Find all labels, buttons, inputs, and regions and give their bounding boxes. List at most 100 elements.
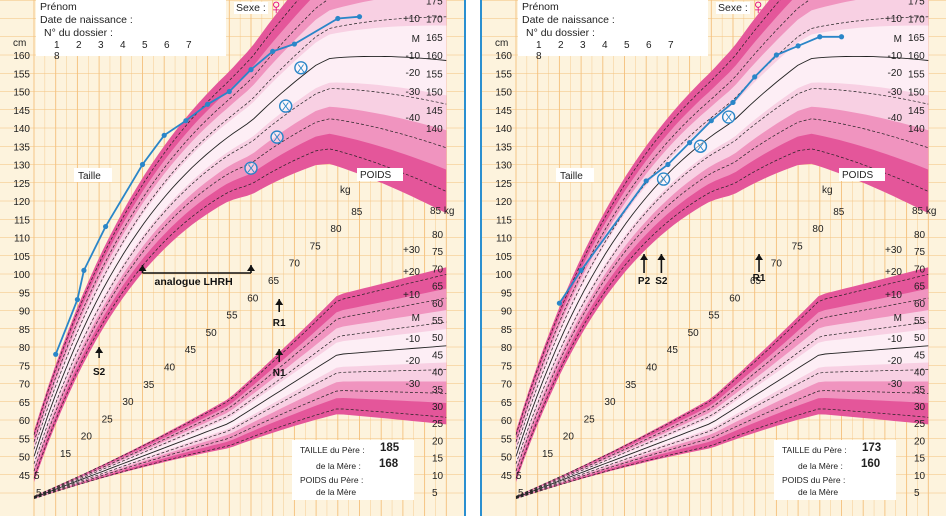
arrow-lhrh-start-head xyxy=(138,265,147,271)
tick-label-height-right: 170 xyxy=(426,15,443,26)
mother-height-label: de la Mère : xyxy=(316,461,361,471)
tick-label-height: 145 xyxy=(495,106,512,117)
weight-sd-curve xyxy=(33,408,447,500)
height-sd-curve xyxy=(33,148,447,479)
tick-label-weight-right: 60 xyxy=(432,299,444,310)
num: 3 xyxy=(580,40,586,51)
axis-unit-cm: cm xyxy=(495,38,508,49)
height-sd-curve xyxy=(515,0,781,435)
tick-label-weight-right: 55 xyxy=(914,316,926,327)
tick-label-height: 120 xyxy=(13,197,30,208)
tick-label-height: 85 xyxy=(19,325,31,336)
sex-label: Sexe : xyxy=(234,2,268,14)
tick-label-weight-diag: 80 xyxy=(812,224,824,235)
tick-label-weight-right: 10 xyxy=(432,471,444,482)
tick-label-weight-diag: 45 xyxy=(185,345,197,356)
tick-label-weight-diag: 50 xyxy=(206,328,218,339)
arrow-p2-head xyxy=(640,254,649,260)
tick-label-weight-right: 15 xyxy=(432,454,444,465)
prenom-label: Prénom xyxy=(40,1,77,13)
tick-label-height: 125 xyxy=(495,179,512,190)
series-point xyxy=(335,15,341,22)
tick-label-height: 45 xyxy=(19,471,31,482)
tick-label-height: 115 xyxy=(496,215,512,226)
tick-label-height: 105 xyxy=(495,252,512,263)
tick-label-weight-right: 40 xyxy=(914,368,926,379)
tick-label-height: 150 xyxy=(13,88,30,99)
tick-label-weight-right: 80 xyxy=(914,230,926,241)
chart-svg: cm16015515014514013513012512011511010510… xyxy=(482,0,946,516)
weight-sd-curve xyxy=(515,390,929,499)
tick-label-weight-right: 80 xyxy=(432,230,444,241)
tick-label-weight-right: 20 xyxy=(914,436,926,447)
tick-label-height: 140 xyxy=(13,124,30,135)
tick-label-height: 160 xyxy=(13,51,30,62)
series-point xyxy=(139,161,146,168)
series-point xyxy=(752,74,758,80)
prenom-label: Prénom xyxy=(522,1,559,13)
series-point xyxy=(556,300,562,306)
growth-chart-left: cm 160 155 150 145 140 135 130 125 120 115 110 105 10… xyxy=(0,0,464,516)
tick-label-height-right: 165 xyxy=(426,33,443,44)
annotation-s2: S2 xyxy=(655,276,668,287)
tick-label-height: 90 xyxy=(19,307,31,318)
num: 5 xyxy=(142,40,148,51)
num: 7 xyxy=(668,40,674,51)
tick-label-height: 140 xyxy=(495,124,512,135)
tick-label-height: 55 xyxy=(19,434,31,445)
sd-label-height: +20 xyxy=(885,0,902,1)
num: 2 xyxy=(558,40,564,51)
series-point xyxy=(226,88,232,95)
series-point xyxy=(773,52,779,58)
weight-sd-curve xyxy=(515,369,929,499)
annotation-r1: R1 xyxy=(753,273,766,284)
tick-label-weight-right: 60 xyxy=(914,299,926,310)
weight-sd-band xyxy=(34,329,447,498)
sd-label-weight: +20 xyxy=(885,267,902,278)
label-bg xyxy=(556,168,594,182)
tick-label-height: 80 xyxy=(501,343,513,354)
tick-label-weight-diag: 35 xyxy=(625,380,637,391)
tick-label-weight-diag: 20 xyxy=(563,432,575,443)
tick-label-weight: 5 xyxy=(518,488,524,499)
tick-label-weight-right: 25 xyxy=(914,419,926,430)
height-sd-band xyxy=(516,0,929,475)
tick-label-height: 45 xyxy=(501,471,513,482)
tick-label-height: 150 xyxy=(495,88,512,99)
series-point xyxy=(687,140,693,146)
tick-label-height: 65 xyxy=(19,398,31,409)
series-point xyxy=(817,34,823,40)
num: 4 xyxy=(120,40,126,51)
tick-label-weight-right: 55 xyxy=(432,316,444,327)
tick-label-weight-diag: 30 xyxy=(122,397,134,408)
num: 4 xyxy=(602,40,608,51)
sd-label-height: +10 xyxy=(403,14,420,25)
tick-label-height-right: 170 xyxy=(908,15,925,26)
series-point xyxy=(248,67,254,73)
tick-label-weight-diag: 45 xyxy=(667,345,679,356)
tick-label-weight-diag: 40 xyxy=(164,363,176,374)
tick-label-weight-right: 35 xyxy=(914,385,926,396)
bone-age-x: X xyxy=(697,141,705,153)
tick-label-height: 70 xyxy=(19,380,31,391)
arrow-r1-head xyxy=(755,254,764,260)
tick-label-height: 110 xyxy=(496,234,512,245)
bone-age-marker xyxy=(279,99,293,113)
tick-label-weight-right: 25 xyxy=(432,419,444,430)
tick-label-weight-diag: 75 xyxy=(310,241,322,252)
tick-label-height-right: 140 xyxy=(426,124,443,135)
tick-label-height: 80 xyxy=(19,343,31,354)
annotation-lhrh: analogue LHRH xyxy=(155,276,233,288)
tick-label-height: 110 xyxy=(14,234,30,245)
weight-sd-curve xyxy=(33,369,447,499)
age-numbers: 1 2 3 4 5 6 7 8 xyxy=(536,40,708,62)
label-poids: POIDS xyxy=(842,170,873,181)
tick-label-height: 95 xyxy=(501,288,513,299)
sex-label: Sexe : xyxy=(716,2,750,14)
weight-sd-curve xyxy=(33,321,447,498)
sd-label-weight: M xyxy=(894,313,902,324)
sd-label-weight: -30 xyxy=(888,379,903,390)
weight-mean-curve xyxy=(515,345,929,498)
series-point xyxy=(74,296,80,303)
patient-info-box: Prénom Date de naissance : N° du dossier… xyxy=(36,0,226,62)
